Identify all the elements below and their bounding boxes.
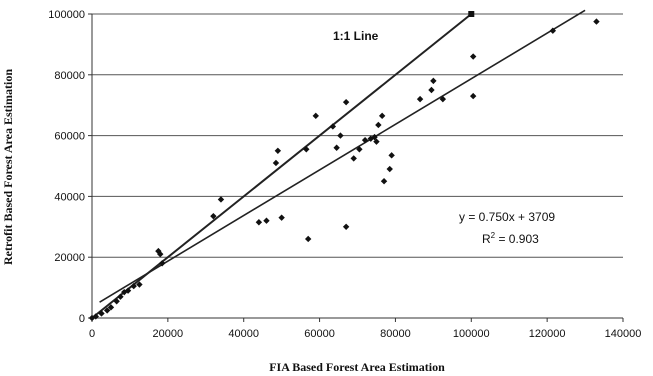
data-point	[272, 159, 280, 167]
data-point	[549, 27, 557, 34]
data-point	[274, 147, 282, 154]
data-point	[371, 133, 378, 141]
data-point	[342, 223, 350, 230]
data-point	[217, 196, 225, 203]
x-tick-label: 20000	[153, 328, 184, 340]
data-point	[107, 304, 115, 311]
r-squared-value: = 0.903	[495, 232, 539, 246]
data-point	[136, 281, 143, 288]
x-tick-label: 100000	[453, 328, 490, 340]
data-point	[439, 95, 447, 103]
y-tick-label: 40000	[54, 191, 85, 203]
data-point	[337, 132, 344, 139]
x-axis-title: FIA Based Forest Area Estimation	[269, 360, 445, 374]
data-point	[210, 212, 217, 220]
data-point	[263, 217, 270, 224]
one-to-one-line	[91, 13, 472, 319]
data-point	[375, 121, 382, 129]
data-point	[380, 178, 388, 185]
data-point	[593, 18, 600, 25]
gridlines	[92, 13, 623, 258]
r-squared-letter: R	[482, 232, 491, 246]
data-point	[333, 144, 340, 151]
data-point	[117, 293, 124, 300]
series-lines	[91, 9, 586, 319]
y-tick-label: 80000	[54, 70, 85, 82]
y-tick-labels: 0 20000 40000 60000 80000 100000	[48, 9, 92, 325]
x-tick-label: 120000	[529, 328, 566, 340]
data-point	[157, 250, 164, 258]
data-point	[278, 214, 285, 221]
data-point	[469, 92, 477, 100]
x-tick-labels: 0 20000 40000 60000 80000 100000 120000 140000	[89, 318, 641, 340]
data-point	[113, 298, 120, 305]
data-point	[303, 146, 310, 153]
x-tick-label: 0	[89, 328, 95, 340]
data-point	[356, 146, 363, 153]
y-tick-label: 60000	[54, 131, 85, 143]
regression-line	[99, 9, 586, 303]
data-point	[124, 287, 132, 294]
plot-frame	[91, 14, 623, 319]
x-tick-label: 60000	[304, 328, 335, 340]
data-point	[386, 165, 393, 173]
data-point	[430, 77, 437, 85]
data-point	[312, 112, 319, 120]
data-point	[342, 98, 350, 106]
y-tick-label: 20000	[54, 252, 85, 264]
data-point	[388, 152, 395, 159]
data-point	[155, 247, 162, 255]
regression-equation: y = 0.750x + 3709	[459, 210, 555, 224]
data-point	[350, 155, 357, 162]
data-point	[373, 138, 380, 145]
data-point	[428, 86, 435, 94]
x-tick-label: 140000	[605, 328, 642, 340]
data-point	[130, 282, 137, 290]
data-point	[103, 307, 111, 314]
x-tick-label: 40000	[228, 328, 259, 340]
data-point	[98, 310, 105, 317]
data-point	[469, 53, 477, 60]
data-point	[255, 219, 263, 226]
r-squared: R2 = 0.903	[482, 231, 539, 246]
one-to-one-label: 1:1 Line	[333, 29, 379, 43]
x-tick-label: 80000	[380, 328, 411, 340]
data-point	[304, 235, 312, 243]
data-point	[378, 112, 386, 120]
data-point	[416, 95, 424, 103]
data-point	[158, 260, 166, 267]
r-squared-exponent: 2	[491, 231, 496, 240]
y-tick-label: 100000	[48, 9, 85, 21]
y-tick-label: 0	[79, 313, 85, 325]
data-point	[329, 123, 337, 130]
y-axis-title: Retrofit Based Forest Area Estimation	[1, 69, 15, 265]
data-point	[361, 136, 369, 144]
data-point	[468, 11, 475, 17]
data-points	[88, 11, 600, 322]
data-point	[92, 313, 99, 320]
